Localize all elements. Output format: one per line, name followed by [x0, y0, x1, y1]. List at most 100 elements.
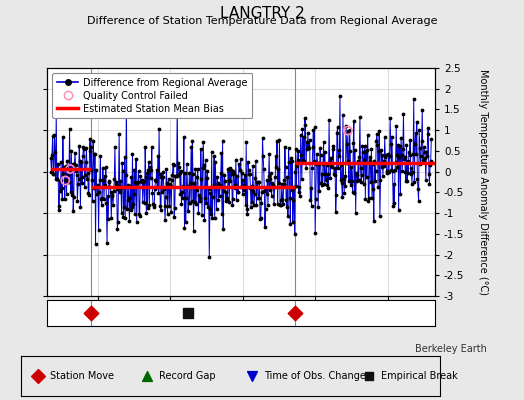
Point — [330, 171, 338, 177]
Point — [302, 138, 311, 145]
Point — [122, 172, 130, 178]
Point — [337, 162, 345, 168]
Point — [184, 208, 192, 214]
Point — [68, 192, 76, 198]
Point — [356, 164, 365, 171]
Point — [363, 174, 371, 180]
Point — [348, 178, 356, 184]
Point — [56, 187, 64, 194]
Point — [187, 180, 195, 186]
Point — [346, 148, 354, 154]
Point — [259, 152, 267, 159]
Point — [321, 148, 329, 155]
Point — [350, 118, 358, 124]
Point — [390, 200, 399, 206]
Point — [337, 180, 346, 186]
Point — [204, 204, 212, 210]
Point — [315, 188, 324, 194]
Point — [381, 154, 389, 160]
Point — [165, 176, 173, 182]
Point — [246, 171, 254, 177]
Point — [167, 209, 176, 215]
Point — [257, 200, 266, 206]
Point — [158, 189, 166, 196]
Point — [201, 157, 210, 163]
Point — [79, 152, 87, 159]
Point — [67, 148, 75, 154]
Point — [368, 161, 377, 167]
Point — [188, 198, 196, 205]
Point — [328, 162, 336, 168]
Point — [108, 192, 117, 198]
Point — [359, 180, 368, 187]
Point — [138, 177, 146, 183]
Point — [192, 201, 200, 208]
Point — [78, 174, 86, 180]
Point — [288, 158, 297, 164]
Point — [373, 141, 381, 148]
Point — [294, 189, 303, 196]
Point — [252, 158, 260, 165]
Point — [233, 172, 241, 179]
Point — [151, 177, 160, 183]
Point — [334, 165, 342, 171]
Point — [283, 174, 291, 180]
Point — [385, 168, 393, 175]
Point — [418, 106, 427, 113]
Point — [204, 186, 213, 192]
Point — [392, 152, 401, 159]
Point — [82, 158, 90, 165]
Point — [123, 206, 131, 212]
Point — [347, 182, 355, 188]
Point — [137, 179, 146, 185]
Point — [266, 176, 275, 182]
Point — [126, 183, 134, 189]
Point — [199, 138, 208, 145]
Point — [65, 178, 73, 185]
Point — [258, 189, 266, 195]
Point — [359, 148, 367, 155]
Point — [138, 199, 147, 205]
Point — [351, 147, 359, 154]
Point — [239, 177, 247, 184]
Point — [340, 176, 348, 182]
Point — [278, 181, 286, 187]
Point — [389, 203, 397, 210]
Point — [53, 176, 62, 182]
Point — [109, 202, 117, 208]
Point — [255, 194, 263, 201]
Point — [64, 172, 72, 178]
Point — [332, 192, 341, 198]
Point — [287, 187, 296, 193]
Point — [344, 128, 352, 134]
Point — [160, 202, 169, 209]
Point — [324, 171, 332, 178]
Point — [189, 170, 197, 177]
Point — [190, 180, 199, 186]
Point — [376, 212, 384, 219]
Point — [286, 221, 294, 228]
Point — [112, 179, 121, 185]
Point — [97, 195, 105, 202]
Point — [367, 146, 376, 152]
Point — [184, 200, 193, 206]
Point — [92, 166, 101, 173]
Point — [303, 146, 311, 152]
Point — [128, 204, 136, 210]
Point — [34, 373, 42, 379]
Point — [220, 172, 228, 178]
Point — [163, 180, 171, 186]
Point — [195, 191, 203, 198]
Point — [333, 130, 341, 136]
Point — [67, 188, 75, 195]
Point — [247, 373, 256, 379]
Point — [63, 178, 72, 185]
Point — [93, 191, 102, 197]
Point — [407, 170, 415, 177]
Point — [274, 201, 282, 207]
Point — [348, 189, 357, 196]
Point — [285, 159, 293, 165]
Point — [247, 204, 255, 210]
Point — [375, 148, 383, 154]
Point — [125, 195, 133, 202]
